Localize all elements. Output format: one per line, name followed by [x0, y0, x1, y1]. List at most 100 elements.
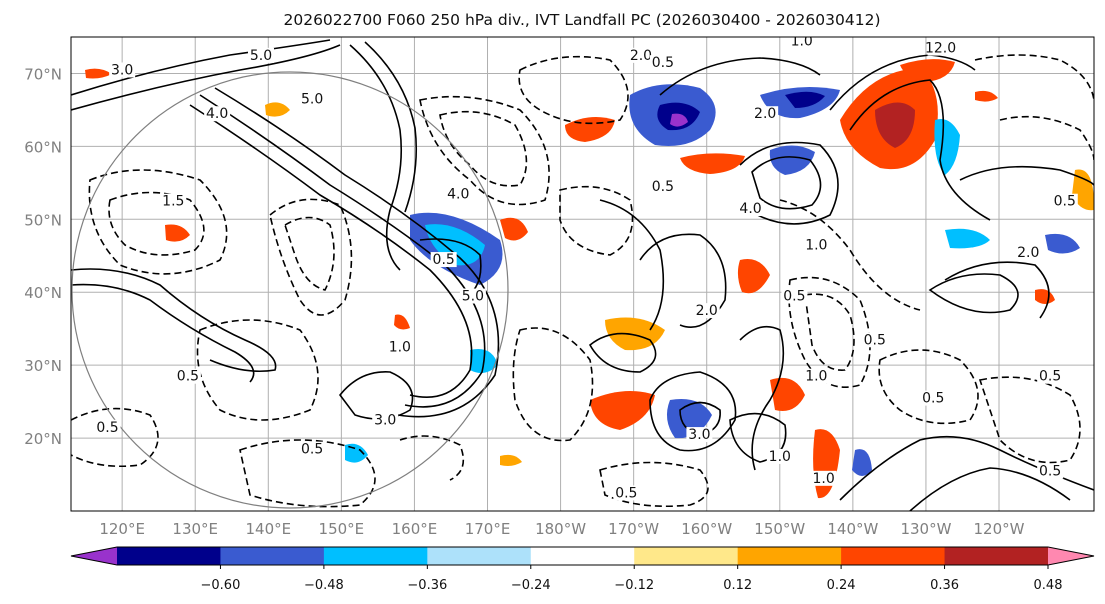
- lon-tick-label: 160°W: [681, 520, 732, 538]
- colorbar-extend-high: [1048, 547, 1094, 565]
- contour-label: 4.0: [447, 186, 469, 202]
- colorbar-tick-label: 0.36: [930, 578, 959, 593]
- contour-label-bg: [861, 332, 888, 348]
- contour-label-bg: [788, 37, 815, 49]
- contour-label: 0.5: [96, 420, 118, 436]
- shade-darkred-alaska: [875, 102, 915, 148]
- lon-tick-label: 120°W: [974, 520, 1025, 538]
- contour-dashed: [512, 327, 594, 442]
- chart-title: 2026022700 F060 250 hPa div., IVT Landfa…: [283, 11, 880, 29]
- contour-label-bg: [372, 412, 399, 428]
- contour-label-bg: [94, 419, 121, 435]
- colorbar-segment: [634, 547, 739, 565]
- contour-label-bg: [627, 47, 654, 63]
- shade-orange-pac1: [605, 317, 665, 351]
- shade-orange-misc2: [85, 68, 112, 79]
- contour-dashed: [419, 95, 550, 206]
- contour-dashed: [196, 319, 319, 421]
- lon-tick-label: 170°E: [465, 520, 511, 538]
- range-ring: [71, 71, 509, 509]
- contour-label: 0.5: [301, 442, 323, 458]
- contour-solid: [71, 283, 255, 383]
- colorbar-tick-label: 0.24: [827, 578, 856, 593]
- contour-label: 1.0: [805, 237, 827, 253]
- contour-label-bg: [204, 106, 231, 122]
- contour-solid: [639, 233, 727, 328]
- longitude-tick-labels: 120°E 130°E 140°E 150°E 160°E 170°E 180°W 170°W…: [99, 520, 1024, 538]
- contour-label: 1.0: [791, 33, 813, 49]
- contour-label: 2.0: [1017, 245, 1039, 261]
- lon-tick-label: 120°E: [99, 520, 145, 538]
- contour-dashed: [269, 198, 353, 316]
- contour-dashed: [999, 115, 1094, 161]
- map-frame: [70, 36, 1095, 512]
- shade-orange-e-pac: [770, 377, 805, 411]
- lon-tick-label: 160°E: [392, 520, 438, 538]
- contour-label: 1.5: [162, 194, 184, 210]
- lon-tick-label: 170°W: [608, 520, 659, 538]
- contour-label-bg: [174, 368, 201, 384]
- contour-solid: [189, 104, 473, 399]
- contour-label: 3.0: [688, 427, 710, 443]
- shade-orange-misc4: [975, 90, 998, 102]
- contour-label: 5.0: [301, 92, 323, 108]
- contour-label-bg: [920, 390, 947, 406]
- shade-orange-misc1: [265, 102, 290, 117]
- shade-blue-e-pac: [852, 449, 872, 476]
- contour-label-bg: [109, 62, 136, 78]
- shade-orange-sw: [1035, 289, 1055, 304]
- contour-label: 3.0: [374, 412, 396, 428]
- shade-orange-alaska-north: [900, 59, 955, 82]
- contour-solid: [649, 371, 737, 452]
- solid-contours: [71, 39, 1094, 511]
- contour-label: 12.0: [925, 41, 956, 57]
- contour-dashed: [284, 216, 335, 291]
- colorbar-outline: [70, 546, 1095, 566]
- contour-label-bg: [1037, 463, 1064, 479]
- lat-tick-label: 40°N: [24, 284, 62, 302]
- contour-label: 0.5: [783, 289, 805, 305]
- colorbar-segment: [944, 547, 1049, 565]
- contour-label-bg: [430, 252, 457, 268]
- lat-tick-label: 30°N: [24, 357, 62, 375]
- dashed-contours: [71, 54, 1094, 508]
- contour-solid: [599, 199, 665, 331]
- contour-solid: [739, 141, 839, 225]
- colorbar-extend-low: [71, 547, 117, 565]
- contour-label-bg: [299, 441, 326, 457]
- contour-solid: [751, 156, 822, 210]
- contour-label: 5.0: [250, 48, 272, 64]
- contour-solid: [349, 44, 403, 271]
- contour-label: 0.5: [652, 179, 674, 195]
- contour-solid: [849, 79, 991, 221]
- contour-label-bg: [1037, 368, 1064, 384]
- colorbar-tick-label: 0.12: [723, 578, 752, 593]
- lon-tick-label: 130°E: [172, 520, 218, 538]
- colorbar-tick-label: 0.48: [1034, 578, 1063, 593]
- shade-blue-gulf-south: [769, 145, 815, 175]
- lon-tick-label: 140°W: [827, 520, 878, 538]
- contour-label: 4.0: [739, 201, 761, 217]
- contour-solid: [909, 467, 1071, 511]
- lon-tick-label: 140°E: [245, 520, 291, 538]
- lon-tick-label: 130°W: [900, 520, 951, 538]
- contour-label-bg: [927, 40, 954, 56]
- shade-orange-central: [737, 259, 770, 294]
- contour-dashed: [559, 185, 634, 256]
- contour-label: 0.5: [1039, 464, 1061, 480]
- gridlines: [71, 37, 1094, 511]
- contour-label: 0.5: [652, 55, 674, 71]
- colorbar-segment: [220, 547, 325, 565]
- shade-navy-gulf: [785, 91, 825, 108]
- contour-dashed: [88, 169, 228, 275]
- shade-orange-misc3: [500, 454, 522, 466]
- contour-label-bg: [613, 485, 640, 501]
- shade-orange-jet: [500, 217, 528, 241]
- lon-tick-label: 180°W: [535, 520, 586, 538]
- colorbar-tick-label: −0.24: [511, 578, 551, 593]
- contour-label: 1.0: [769, 449, 791, 465]
- contour-label-bg: [1015, 244, 1042, 260]
- contour-label-bg: [766, 448, 793, 464]
- contour-label-bg: [752, 106, 779, 122]
